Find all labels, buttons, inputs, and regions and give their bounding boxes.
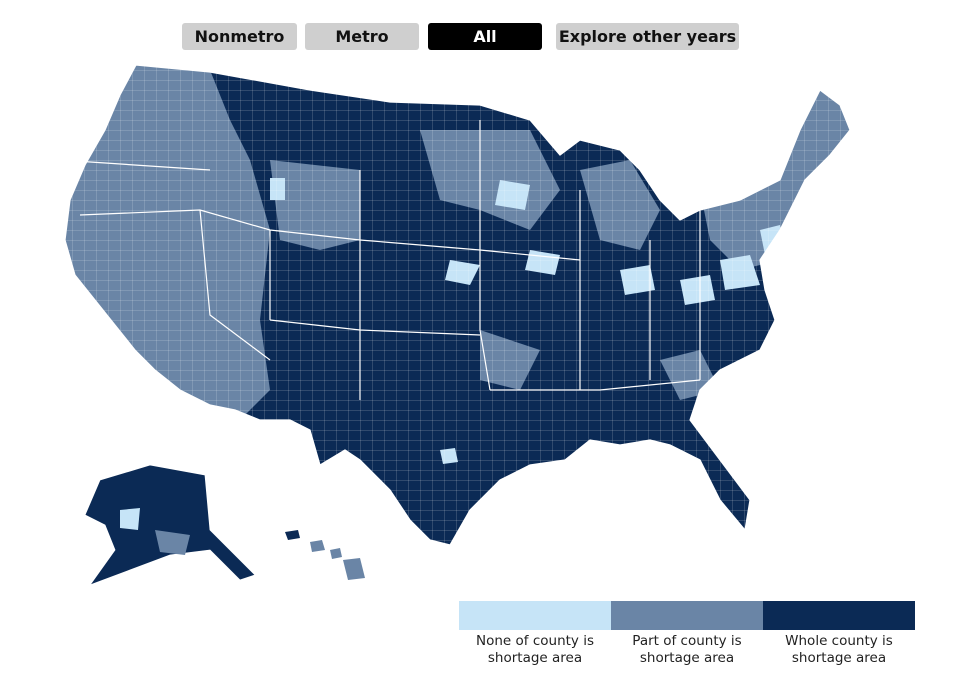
hawaii-shape — [285, 530, 365, 580]
legend-label-none: None of county is shortage area — [476, 633, 594, 666]
legend-label-part: Part of county is shortage area — [632, 633, 742, 666]
state-borders — [60, 120, 781, 400]
legend-swatches — [459, 601, 915, 630]
legend-swatch-whole — [763, 601, 915, 630]
alaska-shape — [84, 464, 256, 586]
legend-swatch-none — [459, 601, 611, 630]
nonmetro-button[interactable]: Nonmetro — [182, 23, 297, 50]
legend-swatch-part — [611, 601, 763, 630]
legend-labels: None of county is shortage area Part of … — [459, 633, 915, 667]
legend: None of county is shortage area Part of … — [459, 601, 915, 667]
legend-label-whole: Whole county is shortage area — [785, 633, 893, 666]
view-toggle-bar: Nonmetro Metro All Explore other years — [0, 23, 980, 50]
explore-other-years-button[interactable]: Explore other years — [556, 23, 739, 50]
metro-button[interactable]: Metro — [305, 23, 419, 50]
all-button[interactable]: All — [428, 23, 542, 50]
us-county-shortage-map[interactable] — [60, 60, 860, 590]
map-svg[interactable] — [60, 60, 860, 590]
